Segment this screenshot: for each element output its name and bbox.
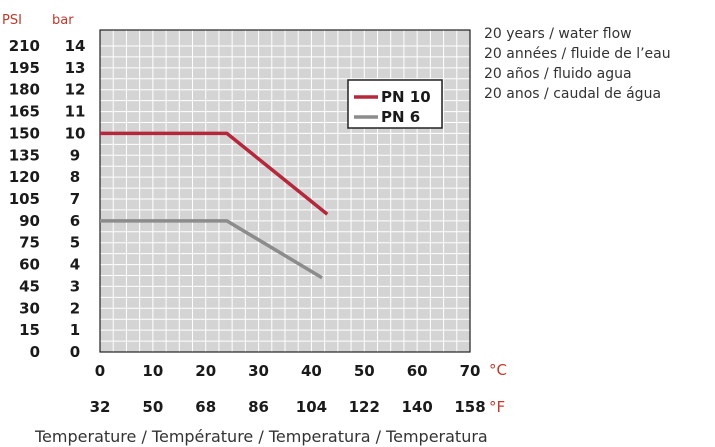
y-tick-label-psi: 30 <box>19 299 40 317</box>
y-tick-label-bar: 2 <box>70 299 80 317</box>
y-tick-label-bar: 11 <box>65 103 86 121</box>
x-tick-label-celsius: 0 <box>95 362 105 380</box>
x-tick-label-fahrenheit: 86 <box>248 398 269 416</box>
y-tick-label-psi: 150 <box>9 124 40 142</box>
y-tick-label-psi: 120 <box>9 168 40 186</box>
y-tick-label-psi: 90 <box>19 212 40 230</box>
series-lines <box>100 131 329 280</box>
y-tick-label-bar: 14 <box>65 37 86 55</box>
y-tick-label-bar: 0 <box>70 343 80 361</box>
x-tick-label-fahrenheit: 68 <box>195 398 216 416</box>
note-line-3: 20 años / fluido agua <box>484 66 632 82</box>
y-axis-ticks: 0 0 1 15 2 30 3 45 4 60 5 75 6 90 7 105 8 120 9 135 10 150 11 1… <box>9 37 86 361</box>
x-tick-label-fahrenheit: 122 <box>349 398 380 416</box>
note-line-1: 20 years / water flow <box>484 26 632 42</box>
x-axis-ticks: 0 32 10 50 20 68 30 86 40 104 50 122 60 140 70 158 <box>90 362 486 416</box>
x-tick-label-celsius: 30 <box>248 362 269 380</box>
x-tick-label-celsius: 10 <box>142 362 163 380</box>
y-tick-label-psi: 135 <box>9 146 40 164</box>
x-tick-label-fahrenheit: 158 <box>454 398 485 416</box>
y-tick-label-bar: 5 <box>70 234 80 252</box>
y-tick-label-psi: 180 <box>9 81 40 99</box>
y-tick-label-bar: 3 <box>70 277 80 295</box>
series-line-pn10 <box>100 131 329 216</box>
x-tick-label-celsius: 20 <box>195 362 216 380</box>
y-tick-label-bar: 8 <box>70 168 80 186</box>
y-tick-label-psi: 0 <box>30 343 40 361</box>
y-tick-label-psi: 105 <box>9 190 40 208</box>
x-tick-label-fahrenheit: 32 <box>90 398 111 416</box>
y-tick-label-bar: 6 <box>70 212 80 230</box>
x-tick-label-fahrenheit: 104 <box>296 398 327 416</box>
x-tick-label-fahrenheit: 140 <box>401 398 432 416</box>
y-tick-label-psi: 60 <box>19 256 40 274</box>
x-tick-label-celsius: 70 <box>460 362 481 380</box>
y-tick-label-bar: 7 <box>70 190 80 208</box>
note-line-2: 20 années / fluide de l’eau <box>484 46 671 62</box>
y-unit-bar: bar <box>52 13 74 28</box>
y-tick-label-bar: 10 <box>65 124 86 142</box>
grid-lines <box>100 30 470 352</box>
legend-label-pn6: PN 6 <box>381 108 420 126</box>
legend: PN 10 PN 6 <box>347 79 443 129</box>
y-tick-label-psi: 165 <box>9 103 40 121</box>
x-unit-fahrenheit: °F <box>489 398 505 416</box>
y-tick-label-bar: 1 <box>70 321 80 339</box>
y-tick-label-bar: 9 <box>70 146 80 164</box>
y-tick-label-psi: 45 <box>19 277 40 295</box>
legend-label-pn10: PN 10 <box>381 88 431 106</box>
x-unit-celsius: °C <box>489 361 507 379</box>
plot-border <box>99 29 471 353</box>
series-line-pn6 <box>100 219 323 280</box>
legend-box <box>347 79 443 129</box>
y-tick-label-bar: 13 <box>65 59 86 77</box>
notes-block: 20 years / water flow 20 années / fluide… <box>484 26 671 102</box>
x-tick-label-celsius: 40 <box>301 362 322 380</box>
x-tick-label-celsius: 60 <box>407 362 428 380</box>
x-tick-label-celsius: 50 <box>354 362 375 380</box>
y-tick-label-psi: 15 <box>19 321 40 339</box>
y-tick-label-bar: 12 <box>65 81 86 99</box>
note-line-4: 20 anos / caudal de água <box>484 86 661 102</box>
y-tick-label-bar: 4 <box>70 256 80 274</box>
y-tick-label-psi: 210 <box>9 37 40 55</box>
y-tick-label-psi: 195 <box>9 59 40 77</box>
x-tick-label-fahrenheit: 50 <box>142 398 163 416</box>
y-unit-psi: PSI <box>2 13 22 28</box>
y-tick-label-psi: 75 <box>19 234 40 252</box>
x-axis-title: Temperature / Température / Temperatura … <box>34 427 488 446</box>
